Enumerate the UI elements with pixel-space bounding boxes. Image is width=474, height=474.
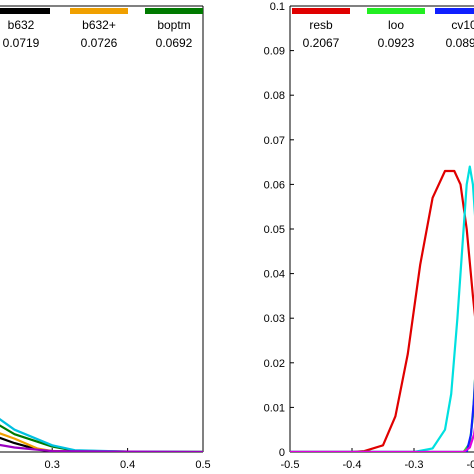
y-tick-label: 0.09	[264, 46, 285, 58]
legend-label: b632+	[82, 18, 116, 32]
x-tick-label: -0.2	[467, 459, 474, 471]
legend-swatch-b632	[0, 8, 50, 14]
legend-swatch-boptm	[145, 8, 203, 14]
x-tick-label: -0.4	[343, 459, 362, 471]
legend-value: 0.0923	[378, 36, 415, 50]
legend-swatch-cv10	[435, 8, 474, 14]
y-tick-label: 0.08	[264, 90, 285, 102]
x-tick-label: 0.5	[195, 459, 210, 471]
left-chart-panel: 0.20.30.40.5b6320.0719b632+0.0726boptm0.…	[0, 5, 211, 471]
x-tick-label: 0.3	[45, 459, 60, 471]
series-group	[290, 165, 474, 452]
y-tick-label: 0.05	[264, 224, 285, 236]
legend-value: 0.0726	[81, 36, 118, 50]
series-line-unlabeled-1	[290, 165, 474, 452]
x-tick-label: 0.4	[120, 459, 135, 471]
y-tick-label: 0.01	[264, 402, 285, 414]
series-line-unlabeled-4	[290, 427, 474, 452]
legend-swatch-b632+	[70, 8, 128, 14]
y-tick-label: 0.03	[264, 313, 285, 325]
legend-swatch-resb	[292, 8, 350, 14]
series-line-resb	[290, 169, 474, 452]
series-line-unlabeled-3	[0, 418, 203, 452]
y-tick-label: 0.04	[264, 269, 285, 281]
legend-label: cv10	[451, 18, 474, 32]
legend-value: 0.0692	[156, 36, 193, 50]
y-tick-label: 0.06	[264, 179, 285, 191]
legend-label: resb	[309, 18, 333, 32]
y-tick-label: 0	[279, 447, 285, 459]
legend-label: boptm	[157, 18, 190, 32]
x-tick-label: -0.5	[281, 459, 300, 471]
legend-label: loo	[388, 18, 404, 32]
series-line-unlabeled-4	[0, 443, 203, 452]
right-chart-panel: -0.5 -0.4 -0.3 -0.2 0 0.01 0.02 0.03 0.04 0.05 0.0…	[264, 1, 474, 471]
legend-value: 0.2067	[303, 36, 340, 50]
series-line-cv10	[290, 379, 474, 452]
series-line-loo	[290, 378, 474, 452]
y-tick-label: 0.02	[264, 358, 285, 370]
legend-value: 0.0893	[446, 36, 474, 50]
y-tick-label: 0.07	[264, 135, 285, 147]
legend-swatch-loo	[367, 8, 425, 14]
x-tick-label: -0.3	[405, 459, 424, 471]
series-line-b632+	[0, 432, 203, 452]
legend-value: 0.0719	[3, 36, 40, 50]
y-tick-label: 0.1	[270, 1, 285, 13]
series-line-boptm	[0, 424, 203, 452]
legend-label: b632	[8, 18, 35, 32]
series-group	[0, 418, 203, 452]
